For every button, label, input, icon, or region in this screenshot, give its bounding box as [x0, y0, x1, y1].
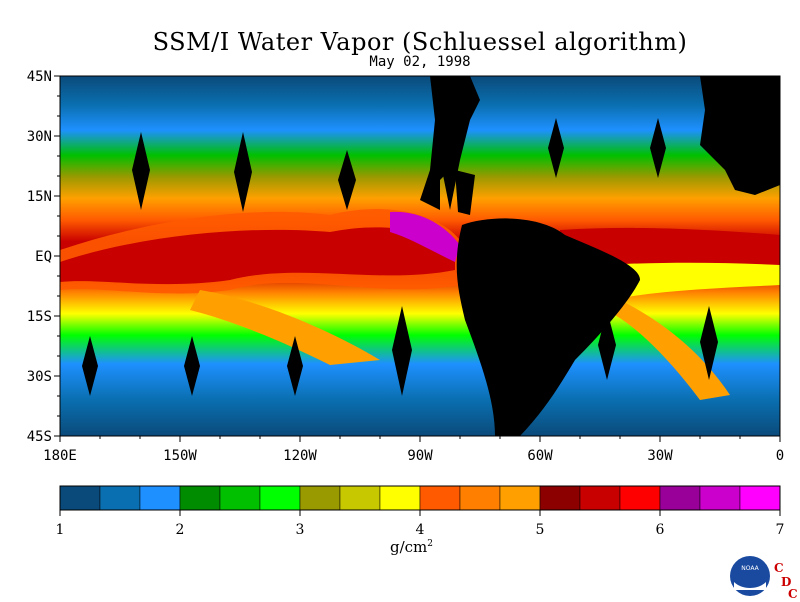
south-america-land	[456, 218, 640, 436]
atlantic-itcz	[560, 227, 780, 265]
lat-tick-label: 30N	[27, 129, 52, 145]
noaa-circle	[730, 556, 770, 596]
lon-tick-label: 0	[776, 448, 784, 464]
colorbar-segment	[499, 485, 541, 511]
swath-gap	[82, 336, 98, 396]
colorbar-segment	[339, 485, 381, 511]
lon-tick-label: 30W	[647, 448, 673, 464]
colorbar-segment	[419, 485, 461, 511]
colorbar-segment	[739, 485, 781, 511]
colorbar-tick-label: 6	[656, 522, 665, 538]
map-field	[60, 76, 780, 436]
lon-tick-label: 180E	[43, 448, 77, 464]
colorbar-tick-label: 4	[416, 522, 425, 538]
colorbar-segment	[379, 485, 421, 511]
colorbar-segment	[539, 485, 581, 511]
spcz-band	[190, 290, 380, 365]
lat-tick-label: EQ	[35, 249, 52, 265]
lon-tick-label: 90W	[407, 448, 433, 464]
swath-gap	[598, 310, 616, 380]
south-atlantic-band	[615, 300, 730, 400]
colorbar-segment	[179, 485, 221, 511]
lon-tick-label: 120W	[283, 448, 317, 464]
swath-gap	[132, 132, 150, 210]
swath-gap	[650, 118, 666, 178]
unit-exponent: 2	[427, 539, 434, 549]
itcz-core	[60, 227, 455, 285]
swath-gap	[700, 306, 718, 380]
lat-tick-label: 15N	[27, 189, 52, 205]
noaa-text: NOAA	[741, 565, 759, 572]
lat-tick-label: 30S	[27, 369, 52, 385]
swath-gap	[184, 336, 200, 396]
colorbar-segment	[99, 485, 141, 511]
colorbar-segment	[579, 485, 621, 511]
swath-gap	[440, 120, 460, 210]
swath-gap	[548, 118, 564, 178]
colorbar-tick-label: 1	[56, 522, 65, 538]
cdc-c1: C	[774, 561, 784, 575]
noaa-wave	[734, 582, 766, 590]
cdc-c2: C	[788, 587, 798, 598]
central-america-land	[455, 170, 475, 215]
atlantic-band	[600, 262, 780, 300]
lat-tick-label: 15S	[27, 309, 52, 325]
max-vapor-patch	[390, 211, 460, 262]
colorbar-segment	[299, 485, 341, 511]
latitude-axis: 45N 30N 15N EQ 15S 30S 45S	[27, 69, 60, 445]
swath-gap	[338, 150, 356, 210]
colorbar-segment	[459, 485, 501, 511]
chart-date: May 02, 1998	[369, 54, 471, 70]
swath-gap	[392, 306, 412, 396]
africa-europe-land	[700, 76, 780, 195]
swath-gaps	[82, 118, 718, 396]
longitude-axis: 180E 150W 120W 90W 60W 30W 0	[43, 436, 784, 464]
north-america-land	[285, 76, 480, 210]
colorbar-unit: g/cm2	[390, 538, 433, 556]
colorbar-segment	[259, 485, 301, 511]
colorbar-segment	[59, 485, 101, 511]
noaa-cdc-logo: NOAA C D C	[728, 552, 798, 601]
colorbar-tick-label: 5	[536, 522, 545, 538]
colorbar-segment	[659, 485, 701, 511]
colorbar-segment	[139, 485, 181, 511]
cdc-d: D	[781, 575, 791, 589]
colorbar-axis: 1 2 3 4 5 6 7	[56, 510, 785, 538]
lat-tick-label: 45N	[27, 69, 52, 85]
lat-tick-label: 45S	[27, 429, 52, 445]
colorbar-tick-label: 2	[176, 522, 185, 538]
swath-gap	[234, 132, 252, 212]
lon-tick-label: 60W	[527, 448, 553, 464]
unit-base: g/cm	[390, 538, 428, 556]
swath-gap	[287, 336, 303, 396]
lon-tick-label: 150W	[163, 448, 197, 464]
colorbar-segment	[219, 485, 261, 511]
colorbar-segment	[619, 485, 661, 511]
colorbar	[59, 485, 781, 511]
chart-title: SSM/I Water Vapor (Schluessel algorithm)	[152, 28, 688, 56]
colorbar-tick-label: 7	[776, 522, 785, 538]
colorbar-tick-label: 3	[296, 522, 305, 538]
noaa-logo-icon: NOAA C D C	[730, 556, 798, 601]
colorbar-segment	[699, 485, 741, 511]
